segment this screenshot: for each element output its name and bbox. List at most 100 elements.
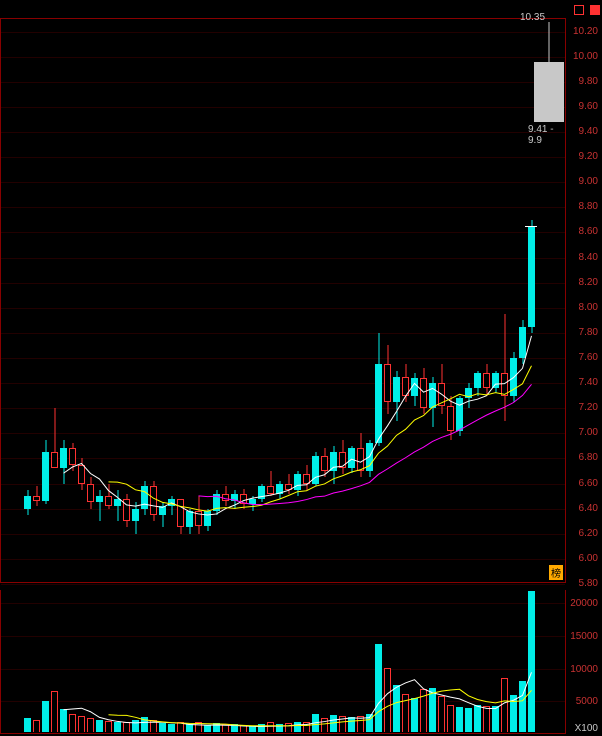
volume-bar	[411, 698, 418, 732]
candle	[60, 19, 67, 584]
volume-bar	[528, 591, 535, 732]
candle	[204, 19, 211, 584]
volume-bar	[330, 715, 337, 732]
candle	[501, 19, 508, 584]
candle	[438, 19, 445, 584]
volume-bar	[249, 726, 256, 732]
volume-bar	[519, 681, 526, 732]
volume-bar	[42, 701, 49, 732]
candle	[213, 19, 220, 584]
candle	[195, 19, 202, 584]
price-tick-label: 8.80	[579, 201, 598, 212]
candle	[168, 19, 175, 584]
volume-bar	[105, 721, 112, 732]
candle	[366, 19, 373, 584]
candle	[402, 19, 409, 584]
volume-bar	[366, 714, 373, 732]
volume-bar	[375, 644, 382, 732]
candle	[456, 19, 463, 584]
volume-bar	[393, 685, 400, 732]
volume-bar	[357, 716, 364, 732]
volume-tick-label: 10000	[570, 664, 598, 675]
candle	[429, 19, 436, 584]
volume-bar	[339, 716, 346, 732]
volume-bar	[402, 694, 409, 732]
candle	[222, 19, 229, 584]
candle	[465, 19, 472, 584]
volume-bar	[141, 717, 148, 732]
volume-bar	[195, 722, 202, 732]
minimize-icon[interactable]	[574, 5, 584, 15]
volume-bar	[492, 706, 499, 732]
candle	[114, 19, 121, 584]
last-close-marker	[525, 226, 537, 227]
price-tick-label: 7.60	[579, 352, 598, 363]
volume-bar	[177, 722, 184, 732]
volume-bar	[24, 718, 31, 732]
candle	[105, 19, 112, 584]
candle	[24, 19, 31, 584]
price-tick-label: 10.00	[573, 51, 598, 62]
volume-bar	[483, 706, 490, 732]
volume-bar	[465, 708, 472, 732]
volume-bar	[474, 705, 481, 732]
volume-bar	[204, 725, 211, 732]
price-tick-label: 8.00	[579, 302, 598, 313]
candle	[141, 19, 148, 584]
volume-bar	[312, 714, 319, 732]
price-tick-label: 9.20	[579, 151, 598, 162]
price-tick-label: 5.80	[579, 578, 598, 589]
volume-bar	[87, 718, 94, 732]
volume-bar	[114, 722, 121, 732]
candle	[519, 19, 526, 584]
volume-bar	[168, 724, 175, 732]
volume-bar	[123, 722, 130, 732]
volume-bar	[438, 696, 445, 732]
volume-bar	[456, 707, 463, 732]
candle	[510, 19, 517, 584]
volume-bar	[240, 725, 247, 732]
candle	[240, 19, 247, 584]
candle	[159, 19, 166, 584]
close-icon[interactable]	[590, 5, 600, 15]
candle	[339, 19, 346, 584]
volume-bar	[78, 716, 85, 732]
candle	[411, 19, 418, 584]
candle	[69, 19, 76, 584]
candle	[96, 19, 103, 584]
price-tick-label: 7.00	[579, 427, 598, 438]
volume-bar	[384, 668, 391, 732]
volume-bar	[303, 722, 310, 732]
candle	[285, 19, 292, 584]
price-tick-label: 7.20	[579, 402, 598, 413]
price-tick-label: 6.60	[579, 478, 598, 489]
candle	[492, 19, 499, 584]
price-tick-label: 7.40	[579, 377, 598, 388]
candle	[177, 19, 184, 584]
volume-bar	[276, 724, 283, 733]
volume-bar	[510, 695, 517, 732]
candle	[294, 19, 301, 584]
price-tick-label: 9.40	[579, 126, 598, 137]
candle	[249, 19, 256, 584]
volume-bar	[420, 689, 427, 732]
candle	[267, 19, 274, 584]
candle	[474, 19, 481, 584]
price-chart[interactable]: 榜	[0, 18, 566, 583]
volume-bar	[60, 709, 67, 732]
candle	[357, 19, 364, 584]
candle	[132, 19, 139, 584]
volume-chart[interactable]	[0, 590, 566, 734]
volume-bar	[501, 678, 508, 732]
volume-bar	[186, 724, 193, 733]
price-tick-label: 6.20	[579, 528, 598, 539]
price-tick-label: 8.20	[579, 277, 598, 288]
volume-bar	[132, 720, 139, 732]
volume-bar	[258, 724, 265, 732]
candle	[420, 19, 427, 584]
candle	[447, 19, 454, 584]
volume-bar	[321, 718, 328, 732]
candle	[78, 19, 85, 584]
volume-bar	[231, 724, 238, 732]
price-tick-label: 7.80	[579, 327, 598, 338]
